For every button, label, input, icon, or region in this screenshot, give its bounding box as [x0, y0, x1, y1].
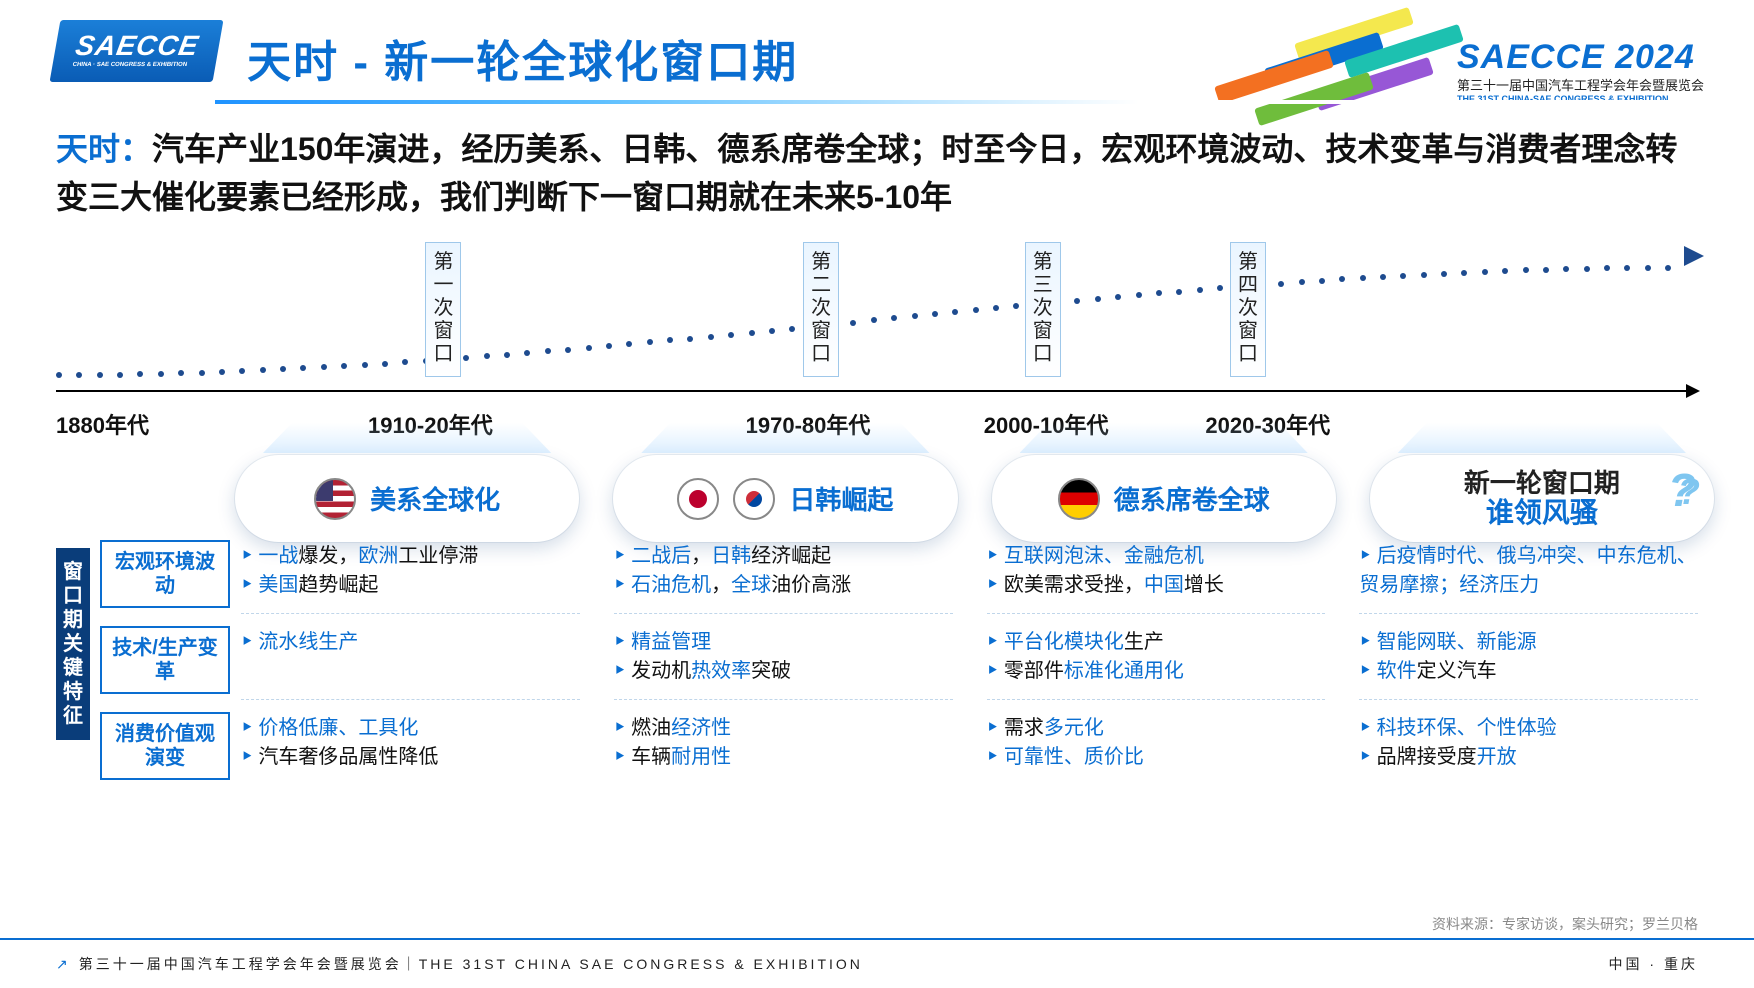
flag-de-icon [1058, 478, 1100, 520]
feature-line: 互联网泡沫、金融危机 [987, 542, 1326, 571]
curve-arrowhead [1684, 246, 1704, 266]
feature-line: 车辆耐用性 [614, 743, 953, 772]
event-sub-cn: 第三十一届中国汽车工程学会年会暨展览会 [1457, 75, 1704, 94]
feature-line: 智能网联、新能源 [1359, 628, 1698, 657]
feature-column: 后疫情时代、俄乌冲突、中东危机、贸易摩擦；经济压力智能网联、新能源软件定义汽车科… [1359, 540, 1698, 798]
feature-grid: 一战爆发，欧洲工业停滞美国趋势崛起流水线生产价格低廉、工具化汽车奢侈品属性降低二… [241, 540, 1698, 798]
feature-line: 发动机热效率突破 [614, 657, 953, 686]
feature-line: 价格低廉、工具化 [241, 714, 580, 743]
feature-side-label: 窗口期关键特征 [56, 548, 90, 740]
era-label: 德系席卷全球 [1114, 480, 1270, 517]
event-logo: SAECCE 2024 第三十一届中国汽车工程学会年会暨展览会 THE 31ST… [1457, 38, 1704, 104]
feature-cell: 价格低廉、工具化汽车奢侈品属性降低 [241, 712, 580, 786]
feature-cell: 燃油经济性车辆耐用性 [614, 712, 953, 786]
feature-cell: 平台化模块化生产零部件标准化通用化 [987, 626, 1326, 700]
question-icon: ? [1668, 463, 1696, 517]
feature-line: 流水线生产 [241, 628, 580, 657]
feature-row-label: 技术/生产变革 [100, 626, 230, 694]
feature-line: 一战爆发，欧洲工业停滞 [241, 542, 580, 571]
feature-cell: 精益管理发动机热效率突破 [614, 626, 953, 700]
feature-line: 零部件标准化通用化 [987, 657, 1326, 686]
feature-line: 科技环保、个性体验 [1359, 714, 1698, 743]
feature-line: 可靠性、质价比 [987, 743, 1326, 772]
source-note: 资料来源：专家访谈，案头研究；罗兰贝格 [1432, 914, 1698, 934]
feature-line: 精益管理 [614, 628, 953, 657]
header-rule [215, 100, 1754, 104]
era-pill: 日韩崛起 [613, 455, 957, 542]
feature-cell: 互联网泡沫、金融危机欧美需求受挫，中国增长 [987, 540, 1326, 614]
header-color-strips [1204, 20, 1434, 110]
timeline-window: 第 二 次 窗 口 [803, 242, 839, 377]
flag-us-icon [314, 478, 356, 520]
intro-paragraph: 天时：汽车产业150年演进，经历美系、日韩、德系席卷全球；时至今日，宏观环境波动… [56, 125, 1698, 221]
flag-kr-icon [733, 478, 775, 520]
feature-line: 汽车奢侈品属性降低 [241, 743, 580, 772]
timeline-window: 第 三 次 窗 口 [1025, 242, 1061, 377]
intro-lead: 天时： [56, 131, 152, 167]
saecce-logo: SAECCE CHINA · SAE CONGRESS & EXHIBITION [50, 20, 224, 82]
feature-line: 后疫情时代、俄乌冲突、中东危机、贸易摩擦；经济压力 [1359, 542, 1698, 600]
feature-line: 欧美需求受挫，中国增长 [987, 571, 1326, 600]
feature-line: 软件定义汽车 [1359, 657, 1698, 686]
feature-column: 二战后，日韩经济崛起石油危机，全球油价高涨精益管理发动机热效率突破燃油经济性车辆… [614, 540, 953, 798]
era-pill: 美系全球化 [235, 455, 579, 542]
era-pill: 德系席卷全球 [992, 455, 1336, 542]
footer-left: ↗第三十一届中国汽车工程学会年会暨展览会｜THE 31ST CHINA SAE … [56, 954, 863, 974]
feature-cell: 需求多元化可靠性、质价比 [987, 712, 1326, 786]
feature-cell: 后疫情时代、俄乌冲突、中东危机、贸易摩擦；经济压力 [1359, 540, 1698, 614]
timeline-window: 第 一 次 窗 口 [425, 242, 461, 377]
feature-column: 一战爆发，欧洲工业停滞美国趋势崛起流水线生产价格低廉、工具化汽车奢侈品属性降低 [241, 540, 580, 798]
feature-line: 美国趋势崛起 [241, 571, 580, 600]
feature-line: 石油危机，全球油价高涨 [614, 571, 953, 600]
timeline-window: 第 四 次 窗 口 [1230, 242, 1266, 377]
feature-line: 二战后，日韩经济崛起 [614, 542, 953, 571]
feature-cell: 智能网联、新能源软件定义汽车 [1359, 626, 1698, 700]
logo-subtext: CHINA · SAE CONGRESS & EXHIBITION [72, 62, 196, 68]
feature-column: 互联网泡沫、金融危机欧美需求受挫，中国增长平台化模块化生产零部件标准化通用化需求… [987, 540, 1326, 798]
timeline-axis [56, 390, 1688, 392]
intro-body: 汽车产业150年演进，经历美系、日韩、德系席卷全球；时至今日，宏观环境波动、技术… [56, 131, 1677, 215]
feature-cell: 一战爆发，欧洲工业停滞美国趋势崛起 [241, 540, 580, 614]
slide-header: SAECCE CHINA · SAE CONGRESS & EXHIBITION… [55, 20, 1754, 100]
feature-line: 品牌接受度开放 [1359, 743, 1698, 772]
era-label: 日韩崛起 [789, 480, 893, 517]
feature-line: 燃油经济性 [614, 714, 953, 743]
feature-cell: 二战后，日韩经济崛起石油危机，全球油价高涨 [614, 540, 953, 614]
feature-row-labels: 宏观环境波动技术/生产变革消费价值观演变 [100, 540, 230, 798]
feature-cell: 科技环保、个性体验品牌接受度开放 [1359, 712, 1698, 786]
feature-row-label: 消费价值观演变 [100, 712, 230, 780]
feature-cell: 流水线生产 [241, 626, 580, 700]
flag-jp-icon [677, 478, 719, 520]
timeline-curve [56, 250, 1698, 410]
slide-title: 天时 - 新一轮全球化窗口期 [247, 20, 798, 90]
feature-row-label: 宏观环境波动 [100, 540, 230, 608]
footer-right: 中国 · 重庆 [1609, 954, 1698, 974]
logo-text: SAECCE [73, 30, 201, 61]
era-label: 美系全球化 [370, 480, 500, 517]
slide-footer: ↗第三十一届中国汽车工程学会年会暨展览会｜THE 31ST CHINA SAE … [0, 938, 1754, 988]
feature-line: 平台化模块化生产 [987, 628, 1326, 657]
era-label: 新一轮窗口期谁领风骚 [1464, 469, 1620, 528]
era-pill-row: 美系全球化 日韩崛起 德系席卷全球? 新一轮窗口期谁领风骚 [235, 455, 1714, 542]
timeline: 第 一 次 窗 口第 二 次 窗 口第 三 次 窗 口第 四 次 窗 口 188… [56, 250, 1698, 410]
era-pill: ? 新一轮窗口期谁领风骚 [1370, 455, 1714, 542]
event-title: SAECCE 2024 [1457, 38, 1704, 77]
feature-line: 需求多元化 [987, 714, 1326, 743]
timeline-decade: 1880年代 [56, 408, 149, 440]
